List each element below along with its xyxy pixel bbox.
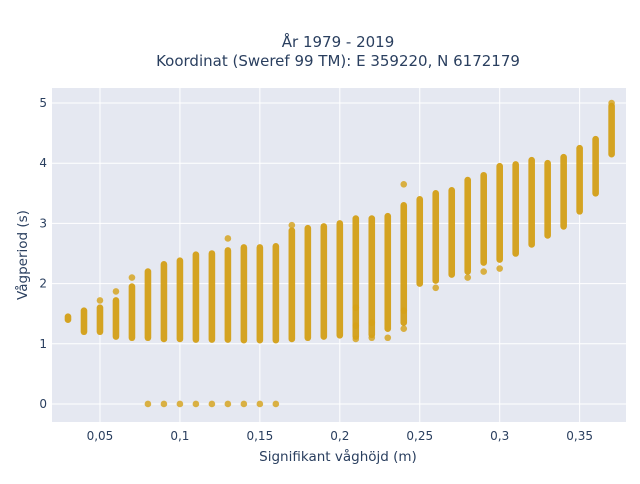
y-axis-label: Vågperiod (s): [14, 210, 31, 300]
data-point: [352, 322, 360, 330]
data-point: [352, 304, 360, 311]
data-point: [496, 265, 503, 272]
y-tick-label: 2: [39, 277, 47, 291]
data-point: [160, 400, 168, 408]
data-point: [288, 221, 296, 229]
y-tick-label: 3: [39, 216, 47, 230]
data-point: [176, 400, 184, 408]
y-tick-label: 1: [39, 337, 47, 351]
x-tick-label: 0,1: [170, 429, 189, 443]
x-tick-label: 0,15: [246, 429, 273, 443]
x-tick-label: 0,35: [566, 429, 593, 443]
data-point: [96, 297, 104, 304]
chart-subtitle: Koordinat (Sweref 99 TM): E 359220, N 61…: [156, 52, 520, 70]
tick-labels: 0,05 0,1 0,15 0,2 0,25 0,3 0,35 0 1 2 3 4 5: [39, 96, 593, 443]
data-point: [400, 325, 408, 333]
y-tick-label: 4: [39, 156, 47, 170]
data-point: [208, 400, 216, 408]
data-point: [240, 400, 248, 408]
data-point: [128, 274, 136, 281]
x-tick-label: 0,05: [87, 429, 114, 443]
data-markers: [64, 99, 615, 408]
x-tick-label: 0,3: [490, 429, 509, 443]
data-point: [144, 400, 152, 408]
data-point: [432, 284, 440, 292]
data-point: [224, 235, 232, 242]
data-point: [480, 268, 487, 275]
data-point: [352, 335, 360, 343]
data-point: [256, 400, 264, 408]
chart-title: År 1979 - 2019: [282, 32, 395, 51]
data-point: [400, 307, 408, 314]
data-point: [224, 400, 232, 408]
data-point: [368, 334, 376, 342]
data-point: [400, 180, 408, 188]
y-tick-label: 0: [39, 397, 47, 411]
data-point: [192, 400, 200, 408]
x-tick-label: 0,2: [330, 429, 349, 443]
data-point: [272, 400, 280, 408]
data-point: [608, 99, 615, 107]
x-axis-label: Signifikant våghöjd (m): [259, 448, 417, 465]
data-point: [464, 274, 472, 281]
y-tick-label: 5: [39, 96, 47, 110]
x-tick-label: 0,25: [406, 429, 433, 443]
data-point: [384, 334, 392, 342]
data-point: [112, 288, 120, 295]
data-point: [368, 319, 376, 327]
